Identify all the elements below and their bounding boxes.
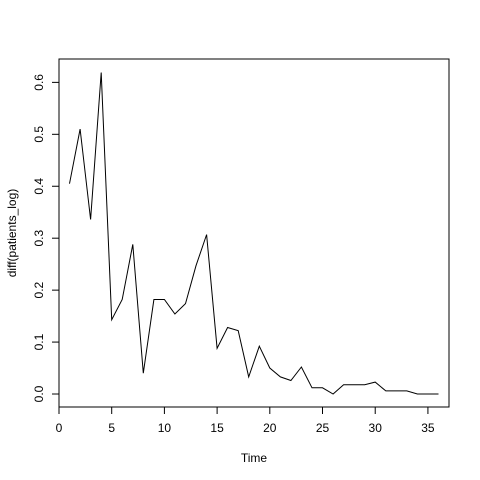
y-tick-label: 0.4 (32, 178, 46, 195)
x-tick-label: 35 (421, 421, 435, 435)
x-tick-label: 25 (316, 421, 330, 435)
x-axis: 0 5 10 15 20 25 30 35 (56, 406, 435, 435)
x-tick-label: 30 (369, 421, 383, 435)
y-tick-label: 0.1 (32, 333, 46, 350)
y-axis: 0.0 0.1 0.2 0.3 0.4 0.5 0.6 (32, 74, 60, 402)
plot-frame (58, 58, 450, 408)
x-tick-label: 5 (108, 421, 115, 435)
y-tick-label: 0.6 (32, 74, 46, 91)
series-line (69, 72, 439, 395)
y-tick-label: 0.2 (32, 281, 46, 298)
x-tick-label: 0 (56, 421, 63, 435)
y-tick-label: 0.0 (32, 385, 46, 402)
x-tick-label: 20 (263, 421, 277, 435)
y-axis-label: diff(patients_log) (5, 189, 19, 278)
y-tick-label: 0.3 (32, 230, 46, 247)
x-tick-label: 10 (158, 421, 172, 435)
y-tick-label: 0.5 (32, 126, 46, 143)
x-tick-label: 15 (210, 421, 224, 435)
x-axis-label: Time (241, 451, 268, 465)
